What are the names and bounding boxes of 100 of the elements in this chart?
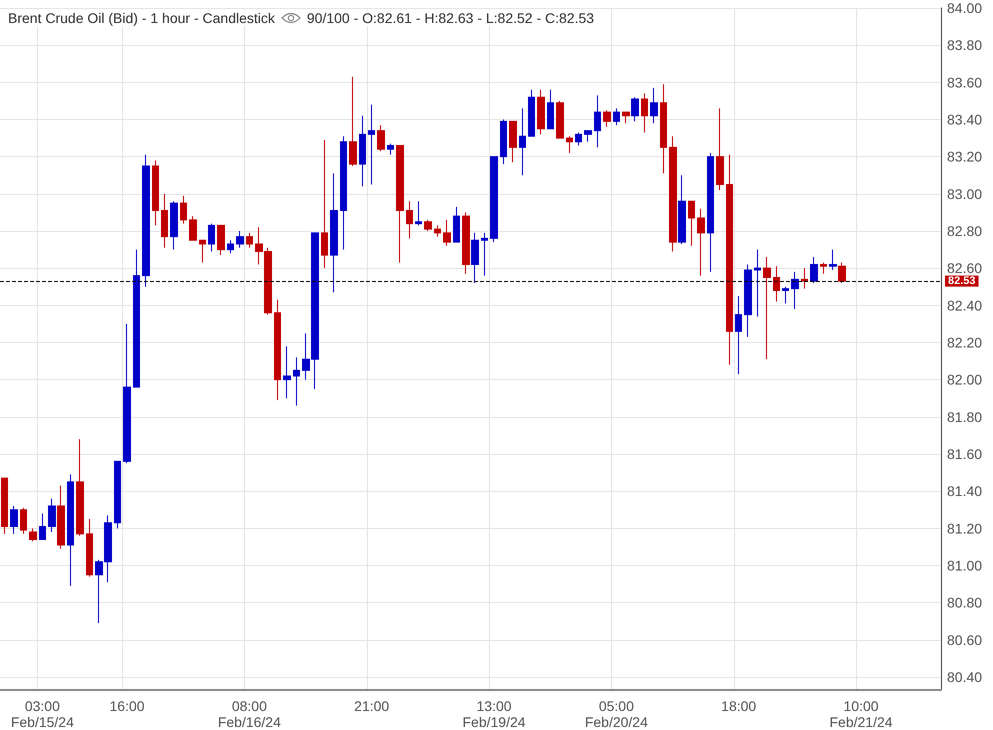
candlestick (76, 438, 84, 536)
candlestick (133, 249, 140, 388)
y-tick-label: 82.00 (947, 372, 982, 388)
candlestick (10, 506, 18, 534)
candlestick (274, 299, 281, 401)
candlestick (123, 323, 131, 464)
candlestick (810, 256, 818, 284)
x-tick-label: 21:00 (354, 698, 390, 714)
candlestick (180, 195, 187, 224)
candlestick (227, 240, 234, 254)
candlestick (217, 224, 225, 256)
y-tick-label: 80.80 (947, 594, 982, 611)
x-tick-label: 05:00 Feb/20/24 (584, 698, 648, 730)
candlestick (566, 136, 573, 154)
candlestick (829, 249, 837, 271)
candlestick (471, 232, 479, 284)
y-tick-label: 82.60 (947, 260, 982, 276)
candlestick (613, 108, 620, 126)
candlestick (48, 498, 56, 533)
candlestick (481, 232, 488, 276)
y-tick-label: 81.60 (947, 446, 982, 462)
candlestick (321, 139, 328, 269)
candlestick (67, 474, 74, 586)
candlestick (500, 119, 507, 165)
candlestick (208, 223, 215, 252)
candlestick (434, 224, 441, 238)
candlestick (20, 507, 27, 534)
candlestick (340, 136, 347, 250)
candlestick (631, 96, 639, 122)
candlestick (246, 232, 253, 248)
y-tick-label: 82.80 (947, 222, 982, 239)
candlestick (791, 271, 799, 310)
x-tick-label: 03:00 Feb/15/24 (10, 698, 74, 730)
candlestick (509, 120, 517, 163)
ref-line-label: 82.53 (948, 275, 976, 288)
annotation: 90/100 - O:82.61 - H:82.63 - L:82.52 - C:82.53 (306, 10, 594, 26)
candlestick (29, 528, 37, 542)
candlestick (782, 286, 789, 304)
y-tick-label: 83.80 (947, 37, 982, 54)
y-tick-label: 81.40 (947, 483, 982, 500)
candlestick (575, 132, 582, 146)
candlestick (744, 264, 752, 338)
y-tick-label: 80.40 (947, 668, 982, 685)
candlestick (688, 200, 695, 246)
y-tick-label: 83.00 (947, 186, 982, 202)
candlestick (519, 108, 526, 176)
candlestick (170, 200, 178, 250)
candlestick (490, 156, 498, 243)
candlestick (697, 208, 705, 276)
x-tick-label: 10:00 Feb/21/24 (829, 698, 893, 730)
candlestick (236, 230, 244, 248)
candlestick (584, 130, 592, 142)
candlestick (641, 92, 648, 134)
candlestick (669, 136, 677, 252)
candlestick (726, 154, 733, 366)
candlestick (622, 112, 630, 124)
x-tick-label: 16:00 (110, 698, 145, 714)
candlestick (283, 346, 291, 399)
candlestick (152, 160, 159, 226)
candlestick (453, 206, 460, 243)
x-tick-label: 18:00 (721, 698, 756, 714)
candlestick (396, 145, 404, 264)
y-tick-label: 83.60 (947, 74, 982, 90)
candlestick (330, 172, 338, 293)
candlestick (39, 512, 46, 540)
candlestick (161, 193, 168, 248)
y-tick-label: 81.80 (947, 408, 982, 425)
candlestick (603, 110, 611, 128)
candlestick (660, 84, 667, 174)
x-tick-label: 13:00 Feb/19/24 (462, 698, 526, 730)
y-tick-label: 81.00 (947, 557, 982, 574)
candlestick (707, 152, 714, 272)
candlestick (359, 115, 366, 187)
candlestick (547, 89, 554, 130)
candlestick (415, 200, 422, 226)
candlestick (528, 89, 535, 137)
chart-title: Brent Crude Oil (Bid) - 1 hour - Candlestick (8, 10, 275, 26)
candlestick (462, 212, 470, 274)
candlestick (537, 89, 545, 135)
y-tick-label: 84.00 (947, 0, 982, 16)
candlestick (735, 296, 742, 375)
candlestick (556, 100, 564, 139)
candlestick (773, 266, 780, 302)
candlestick (293, 356, 300, 406)
candlestick (57, 485, 65, 550)
candlestick (716, 108, 724, 191)
candlestick (368, 104, 375, 186)
candlestick (377, 124, 385, 152)
candlestick (424, 219, 432, 232)
y-tick-label: 82.20 (947, 334, 982, 350)
candlestick (349, 76, 357, 166)
candlestick (443, 219, 451, 246)
candlestick (838, 262, 846, 284)
y-tick-label: 83.20 (947, 148, 982, 165)
candlestick (754, 249, 761, 317)
candlestick (678, 174, 686, 245)
y-tick-label: 82.40 (947, 297, 982, 314)
candlestick (820, 262, 827, 274)
candlestick (594, 94, 601, 148)
candlestick (199, 240, 206, 264)
